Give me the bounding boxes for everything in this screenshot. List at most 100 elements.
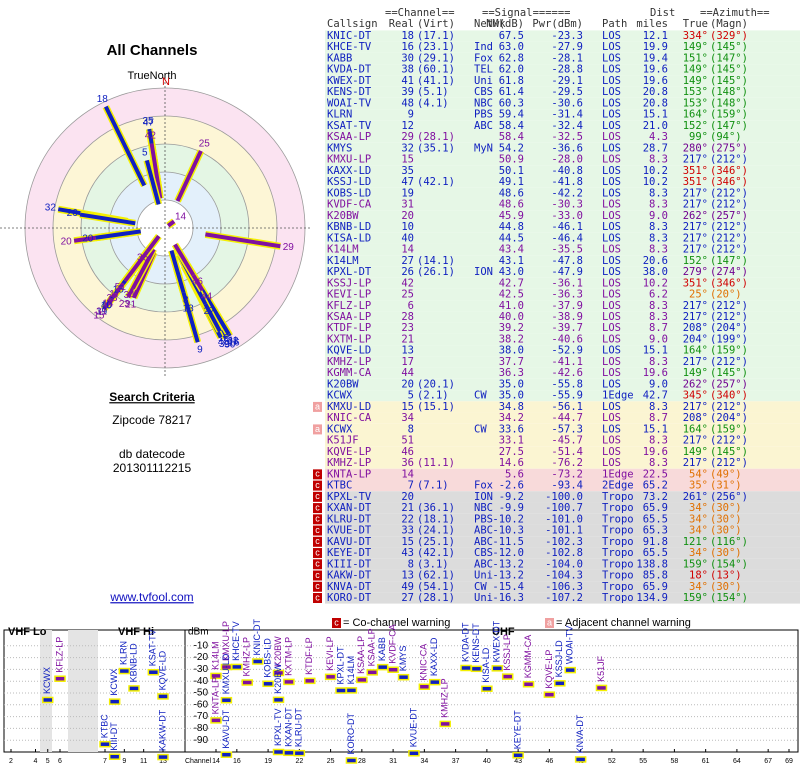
cell: 16 [401, 41, 414, 53]
x-tick-label: 37 [452, 758, 460, 765]
cell: -32.5 [551, 131, 583, 143]
cell: -16.3 [492, 592, 524, 604]
row-background [325, 176, 800, 188]
cell: 65.9 [643, 581, 668, 593]
cell: LOS [602, 345, 621, 357]
cell: 50.1 [499, 165, 524, 177]
cell: (257°) [710, 210, 748, 222]
row-background [325, 322, 800, 334]
cell: LOS [602, 75, 621, 87]
warning-box [313, 480, 322, 491]
cell: (154°) [710, 558, 748, 570]
cell: 99° [689, 131, 708, 143]
cell: KXAN-DT [327, 502, 372, 514]
signal-bar [356, 676, 368, 684]
cell: (42.1) [417, 547, 455, 559]
cell: (257°) [710, 378, 748, 390]
x-tick-label: 28 [358, 758, 366, 765]
radar-label: 20 [61, 237, 73, 248]
cell: 151° [683, 52, 708, 64]
cell: LOS [602, 255, 621, 267]
cell: KEVI-LP [327, 289, 371, 301]
warning-mark: c [315, 536, 320, 546]
cell: 33 [401, 525, 414, 537]
cell: 217° [683, 435, 708, 447]
cell: (154°) [710, 592, 748, 604]
cell: 1Edge [602, 468, 634, 480]
cell: 48.6 [499, 187, 524, 199]
radar-label: 19 [96, 307, 108, 318]
cell: 15 [401, 401, 414, 413]
signal-label: KVDA-DT [460, 622, 470, 662]
x-tick-label: 9 [122, 758, 126, 765]
cell: -42.2 [551, 187, 583, 199]
radar-label: 13 [183, 303, 195, 314]
warning-box [313, 503, 322, 514]
cell: KTDF-LP [327, 322, 371, 334]
signal-bar [387, 666, 399, 674]
cell: (148°) [710, 86, 748, 98]
cell: (329°) [710, 30, 748, 42]
signal-label: KSAA-LP [367, 628, 377, 666]
site-link[interactable]: www.tvfool.com [109, 590, 193, 604]
radar-label: 29 [283, 242, 295, 253]
cell: 8 [408, 558, 414, 570]
cell: 217° [683, 187, 708, 199]
cell: 164° [683, 423, 708, 435]
cell: -13.2 [492, 558, 524, 570]
cell: 20 [401, 491, 414, 503]
radar-label: 46 [192, 277, 204, 288]
cell: 51 [401, 435, 414, 447]
cell: 49 [401, 581, 414, 593]
row-background [325, 277, 800, 289]
signal-bar [210, 672, 222, 680]
legend-text: = Co-channel warning [343, 617, 450, 629]
row-background [325, 30, 800, 42]
signal-label: KMXU-LD [221, 653, 231, 694]
cell: 217° [683, 356, 708, 368]
cell: (18.1) [417, 513, 455, 525]
cell: 22.5 [643, 468, 668, 480]
cell: KSAA-LP [327, 311, 371, 323]
cell: LOS [602, 86, 621, 98]
warning-box [313, 401, 322, 412]
cell: 30 [401, 52, 414, 64]
cell: CW [474, 390, 487, 402]
column-header: (Virt) [417, 18, 455, 30]
cell: 138.8 [636, 558, 668, 570]
signal-bar [439, 720, 451, 728]
radar-bar [95, 229, 142, 240]
cell: 10 [401, 221, 414, 233]
cell: KABB [327, 52, 352, 64]
cell: 39.2 [499, 322, 524, 334]
signal-label: KPXL-DT [335, 646, 345, 685]
x-tick-label: 69 [785, 758, 793, 765]
cell: -100.0 [545, 491, 583, 503]
cell: LOS [602, 142, 621, 154]
warning-box [313, 424, 322, 435]
cell: 63.0 [499, 41, 524, 53]
cell: 49.1 [499, 176, 524, 188]
cell: LOS [602, 30, 621, 42]
cell: 12.1 [643, 30, 668, 42]
signal-label: K20BW [273, 636, 283, 667]
cell: 35.0 [499, 378, 524, 390]
cell: (4.1) [417, 97, 449, 109]
row-background [325, 468, 800, 480]
warning-box [313, 581, 322, 592]
cell: -28.0 [551, 154, 583, 166]
radar-label: 10 [101, 301, 113, 312]
cell: 45.9 [499, 210, 524, 222]
signal-label: KWEX-DT [492, 620, 502, 662]
cell: -13.2 [492, 570, 524, 582]
cell: 28 [401, 311, 414, 323]
cell: (30°) [710, 547, 742, 559]
row-background [325, 142, 800, 155]
cell: LOS [602, 187, 621, 199]
cell: (145°) [710, 41, 748, 53]
cell: (199°) [710, 333, 748, 345]
x-tick-label: 55 [639, 758, 647, 765]
cell: LOS [602, 199, 621, 211]
cell: 164° [683, 109, 708, 121]
signal-label: KLRU-DT [294, 708, 304, 748]
